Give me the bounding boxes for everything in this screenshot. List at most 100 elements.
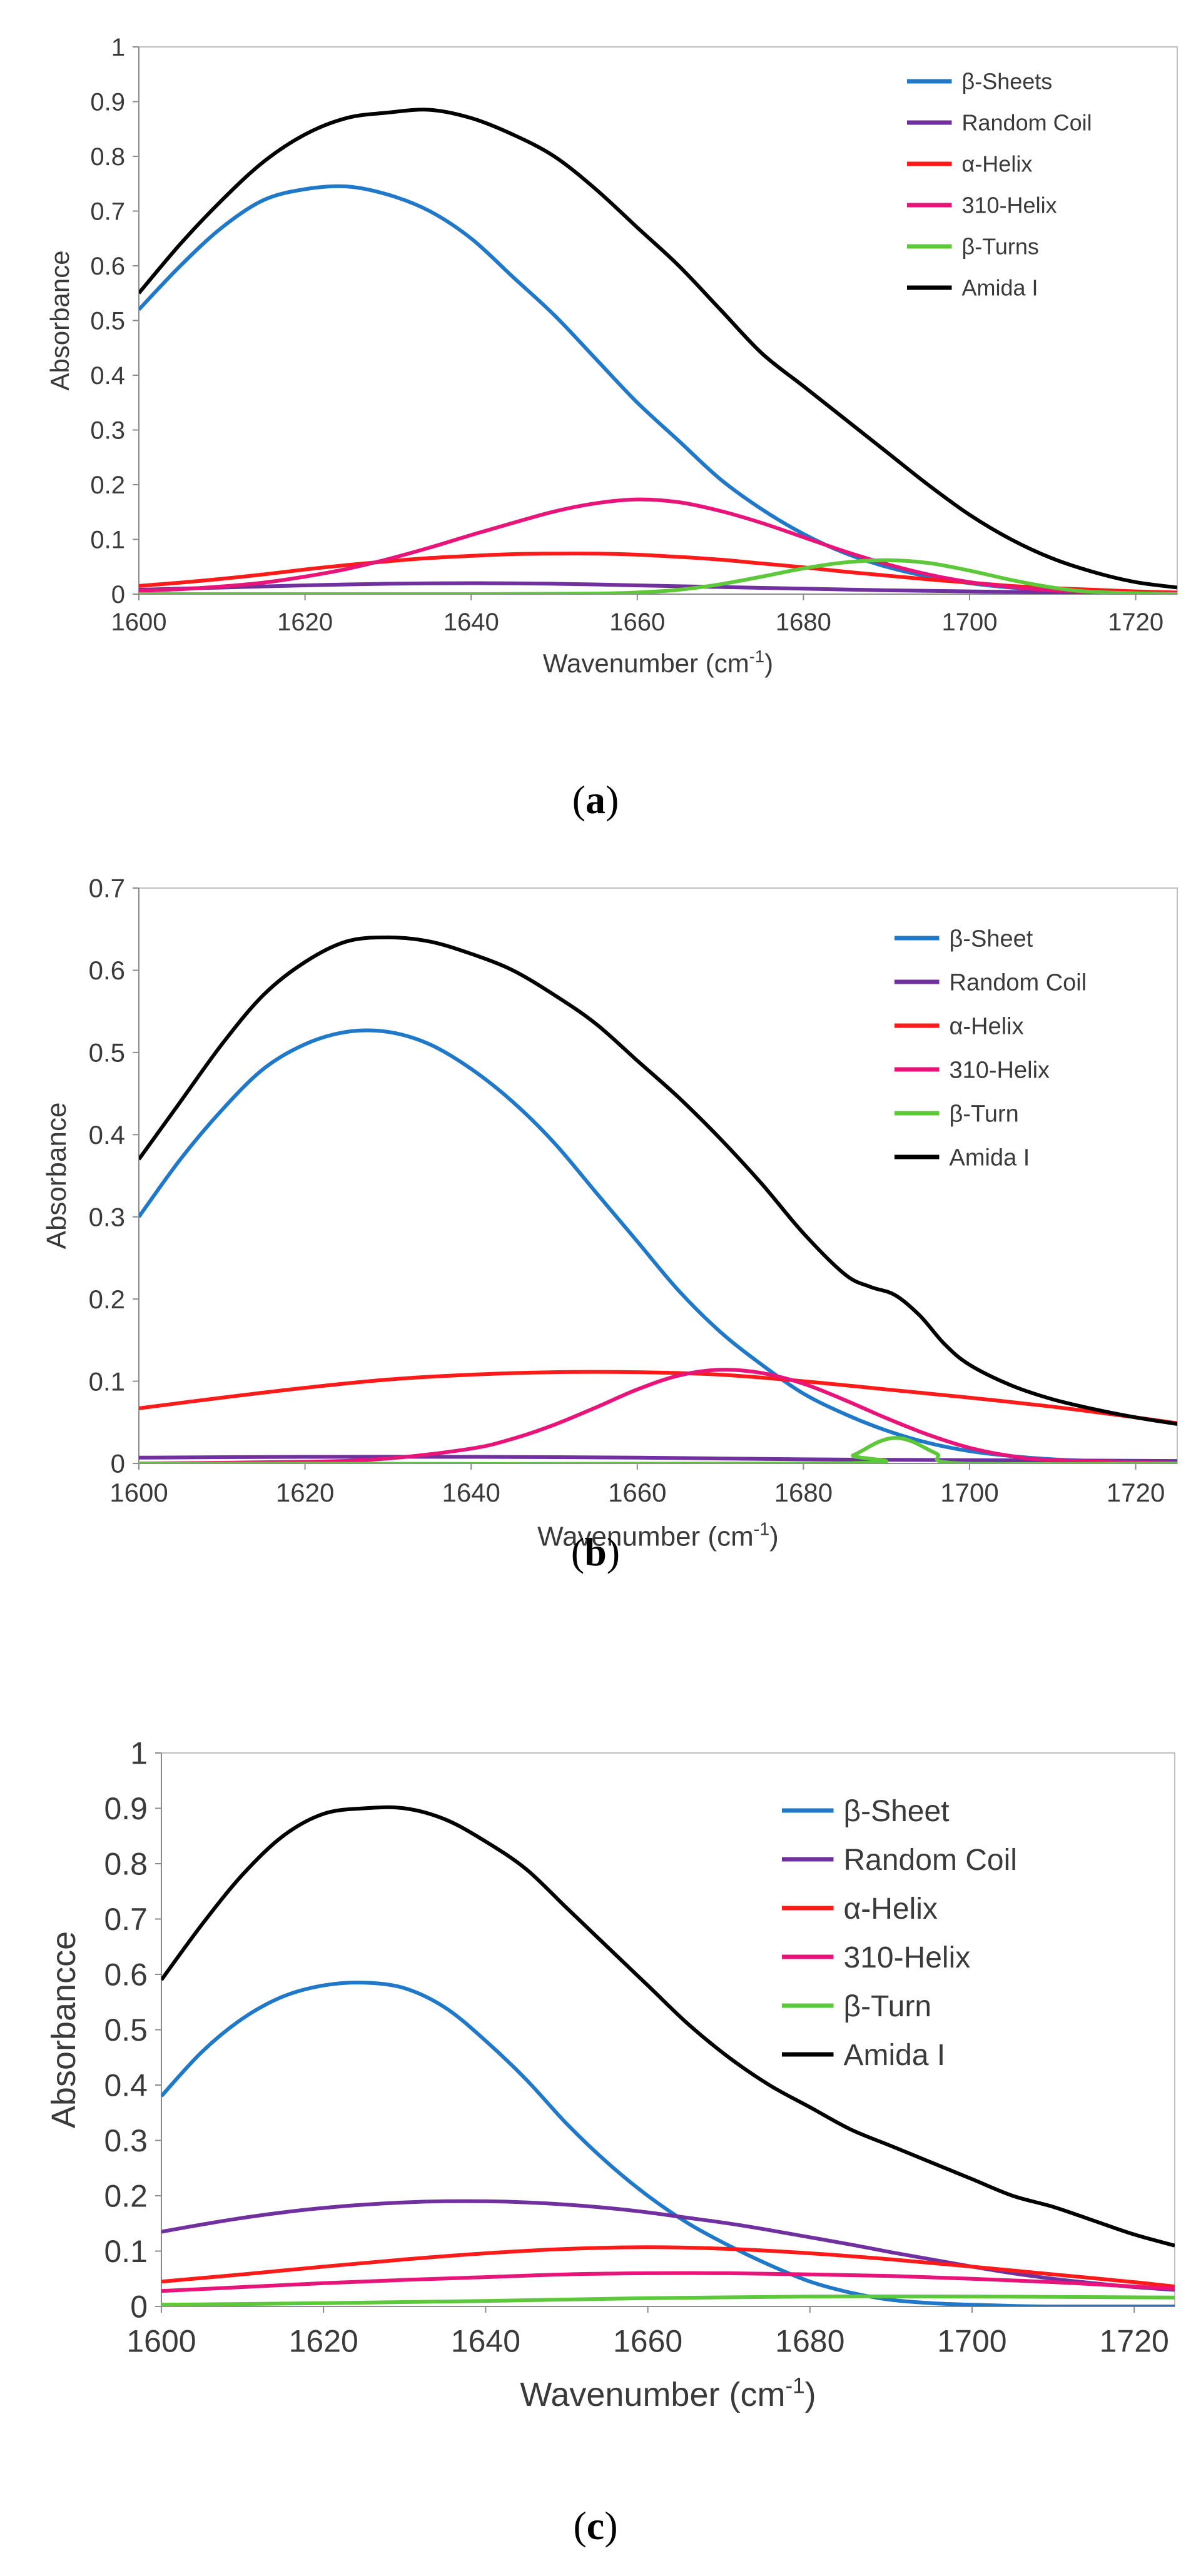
y-tick-label: 0.2 [104,2179,148,2214]
series-line-beta-turn [161,2294,1175,2306]
legend-label: 310-Helix [950,1057,1050,1083]
series-line-beta-turn [139,558,1177,594]
x-axis-title-superscript: -1 [754,1520,769,1540]
y-tick-label: 0.4 [104,2068,148,2103]
y-tick-label: 0.3 [104,2123,148,2158]
legend-label: β-Turns [962,234,1039,260]
legend-label: β-Sheet [844,1795,950,1828]
series-line-helix-310 [139,497,1177,594]
x-tick-label: 1600 [109,1478,168,1507]
y-tick-label: 0.8 [104,1847,148,1882]
chart-panel-b: 0 0.1 0.2 0.3 0.4 0.5 0.6 0.7 1600 1620 1640 1660 16… [41,874,1178,1574]
y-axis-title: Absorbancce [45,1931,83,2128]
x-axis-title-main: Wavenumber (cm [520,2376,785,2413]
legend-label: Random Coil [962,110,1092,136]
series-line-amide [139,935,1177,1426]
panel-caption: (a) [572,777,619,822]
y-tick-label: 0.7 [104,1902,148,1937]
caption-close: ) [606,777,619,822]
legend-label: Amida I [962,275,1038,301]
series-line-amide [161,1805,1175,2248]
x-tick-label: 1620 [289,2324,358,2359]
y-tick-label: 0 [111,1449,125,1478]
y-tick-label: 0.3 [90,417,125,445]
legend-label: α-Helix [962,151,1033,177]
y-tick-label: 0 [111,581,125,609]
panel-caption: (c) [573,2503,617,2548]
y-tick-label: 0.9 [104,1791,148,1826]
y-tick-label: 0.6 [104,1957,148,1993]
legend-label: Amida I [844,2039,946,2072]
y-tick-label: 0.1 [104,2234,148,2269]
caption-letter: c [587,2503,604,2548]
x-tick-label: 1620 [276,1478,334,1507]
x-tick-label: 1680 [776,609,831,636]
caption-open: ( [571,1530,584,1574]
y-tick-label: 0.6 [90,253,125,280]
x-tick-label: 1660 [608,1478,666,1507]
y-axis-title: Absorbance [45,250,74,390]
legend-label: Amida I [950,1144,1030,1171]
x-tick-label: 1720 [1107,1478,1165,1507]
series-line-random-coil [161,2199,1175,2292]
x-axis-title-superscript: -1 [749,647,764,666]
legend-label: β-Sheets [962,69,1053,94]
x-tick-label: 1700 [942,609,998,636]
x-tick-label: 1720 [1108,609,1163,636]
y-tick-label: 0.2 [90,472,125,499]
series-line-amide [139,108,1177,590]
chart-panel-c: 0 0.1 0.2 0.3 0.4 0.5 0.6 0.7 0.8 0.9 1 1600 1620 164… [45,1736,1175,2548]
legend-label: α-Helix [950,1013,1024,1039]
series-line-random-coil [139,1455,1177,1463]
y-tick-label: 0.9 [90,89,125,116]
y-tick-label: 0.2 [89,1285,125,1314]
plot-frame [161,1752,1175,2307]
series-line-beta-sheet [161,1981,1175,2306]
caption-close: ) [604,2503,617,2548]
legend-label: 310-Helix [844,1941,971,1974]
y-tick-label: 0.7 [90,198,125,226]
legend-label: β-Turn [950,1101,1019,1127]
legend-label: β-Sheet [950,926,1033,952]
series-line-alpha-helix [139,1370,1177,1425]
y-tick-label: 0.4 [90,362,125,390]
legend-label: β-Turn [844,1990,932,2023]
y-tick-label: 0.5 [104,2013,148,2048]
panel-caption: (b) [571,1530,620,1574]
series-line-beta-sheet [139,1028,1177,1463]
x-tick-label: 1700 [937,2324,1006,2359]
x-axis-title: Wavenumber (cm-1) [520,2373,816,2413]
y-tick-label: 0 [130,2290,148,2325]
series-line-alpha-helix [161,2245,1175,2289]
chart-panel-a: 0 0.1 0.2 0.3 0.4 0.5 0.6 0.7 0.8 0.9 1 1600 1620 164… [45,34,1178,822]
x-axis-title-main: Wavenumber (cm [537,1521,754,1552]
x-axis-title-end: ) [769,1521,779,1552]
caption-open: ( [573,2503,586,2548]
x-axis-title: Wavenumber (cm-1) [543,647,773,678]
x-axis-title-end: ) [805,2376,816,2413]
legend-label: Random Coil [844,1844,1017,1877]
x-tick-label: 1680 [774,1478,833,1507]
caption-letter: a [585,777,606,822]
series-line-beta-turn [139,1436,1177,1463]
y-tick-label: 0.5 [89,1038,125,1068]
y-tick-label: 0.8 [90,143,125,171]
x-axis-title: Wavenumber (cm-1) [537,1520,779,1552]
x-axis-title-main: Wavenumber (cm [543,649,749,678]
legend-label: α-Helix [844,1892,938,1926]
x-tick-label: 1620 [277,609,333,636]
x-tick-label: 1660 [613,2324,682,2359]
legend-label: 310-Helix [962,193,1057,218]
y-tick-label: 0.4 [89,1120,125,1149]
x-tick-label: 1660 [609,609,665,636]
y-tick-label: 1 [111,34,125,61]
x-tick-label: 1600 [111,609,167,636]
x-axis-title-superscript: -1 [785,2373,804,2398]
series-line-random-coil [139,581,1177,594]
y-axis-title: Absorbance [41,1103,72,1250]
caption-open: ( [572,777,585,822]
x-axis-title-end: ) [764,649,773,678]
caption-close: ) [607,1530,620,1574]
y-tick-label: 0.5 [90,308,125,335]
